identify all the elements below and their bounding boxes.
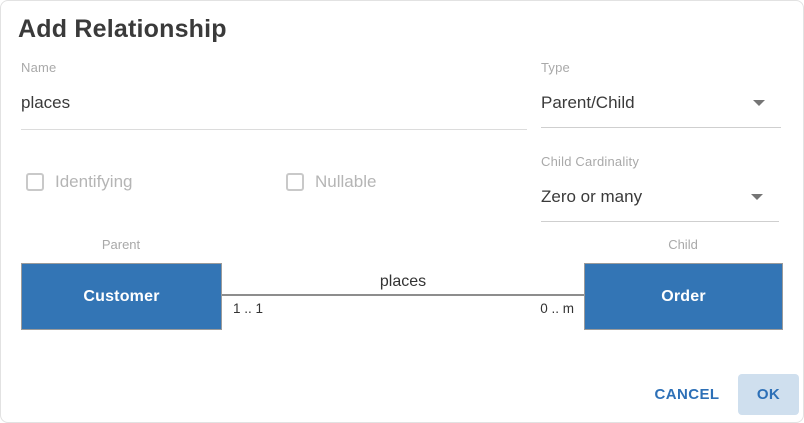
name-field: Name — [21, 60, 527, 130]
child-entity-box: Order — [584, 263, 783, 330]
child-cardinality-text: 0 .. m — [540, 301, 574, 316]
chevron-down-icon — [751, 194, 763, 200]
type-select[interactable]: Type Parent/Child — [541, 60, 781, 128]
child-cardinality-label: Child Cardinality — [541, 154, 640, 169]
name-input[interactable] — [21, 93, 527, 130]
identifying-checkbox-label: Identifying — [55, 172, 133, 191]
child-cardinality-value: Zero or many — [541, 187, 643, 206]
child-cardinality-select[interactable]: Child Cardinality Zero or many — [541, 154, 779, 222]
dialog-title: Add Relationship — [18, 15, 227, 43]
chevron-down-icon — [753, 100, 765, 106]
parent-entity-box: Customer — [21, 263, 222, 330]
cancel-button[interactable]: CANCEL — [641, 374, 733, 415]
type-select-value: Parent/Child — [541, 93, 635, 112]
child-role-label: Child — [668, 237, 698, 252]
name-field-label: Name — [21, 60, 57, 75]
ok-button[interactable]: OK — [738, 374, 799, 415]
relationship-name-label: places — [379, 273, 427, 290]
checkbox-unchecked-icon — [286, 173, 304, 191]
parent-role-label: Parent — [101, 237, 141, 252]
type-select-label: Type — [541, 60, 570, 75]
checkbox-unchecked-icon — [26, 173, 44, 191]
relationship-connector-line — [222, 294, 584, 296]
child-cardinality-value-row: Zero or many — [541, 185, 779, 222]
nullable-checkbox-label: Nullable — [315, 172, 377, 191]
parent-cardinality-text: 1 .. 1 — [233, 301, 264, 316]
identifying-checkbox[interactable]: Identifying — [26, 172, 133, 192]
nullable-checkbox[interactable]: Nullable — [286, 172, 376, 192]
type-select-value-row: Parent/Child — [541, 91, 781, 128]
